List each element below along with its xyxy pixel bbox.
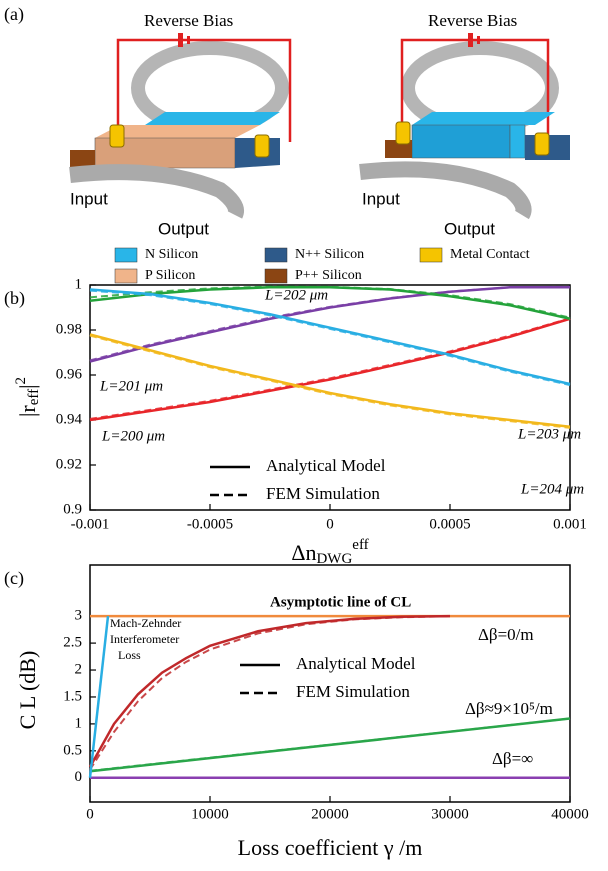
y-tick-label: 0.96 [56, 366, 83, 382]
panel-label: (a) [4, 4, 24, 25]
plot-frame [90, 285, 570, 510]
y-tick-label: 0 [75, 769, 83, 785]
y-axis-title: eff [26, 389, 42, 405]
curve-label: Δβ=0/m [478, 625, 534, 644]
y-tick-label: 0.94 [56, 411, 83, 427]
curve-label: L=203 μm [517, 426, 581, 442]
y-axis-title: 2 [13, 377, 29, 385]
curve-label: Δβ≈9×10⁵/m [465, 699, 553, 718]
x-axis-title: ΔnDWGeff [291, 537, 368, 567]
curve [90, 319, 570, 420]
curve-label: L=201 μm [99, 378, 163, 394]
x-tick-label: 10000 [191, 806, 229, 822]
curve-label: Asymptotic line of CL [270, 594, 411, 610]
contact [110, 125, 124, 147]
n-silicon [510, 125, 525, 158]
legend-swatch [265, 248, 287, 262]
legend-label: Metal Contact [450, 247, 530, 262]
legend-swatch [115, 269, 137, 283]
n-silicon [412, 125, 510, 158]
curve-label: L=202 μm [264, 287, 328, 303]
legend-label: N++ Silicon [295, 247, 364, 262]
y-tick-label: 0.9 [63, 501, 82, 517]
legend-swatch [115, 248, 137, 262]
curve-label: L=200 μm [101, 428, 165, 444]
x-tick-label: 0.001 [553, 516, 587, 532]
contact [535, 133, 549, 155]
battery [468, 33, 473, 47]
x-axis-title: Δn [291, 540, 316, 565]
battery [477, 36, 480, 44]
curve-label: Δβ=∞ [492, 749, 533, 768]
y-tick-label: 1 [75, 276, 83, 292]
legend-label: FEM Simulation [266, 484, 380, 503]
legend-label: FEM Simulation [296, 682, 410, 701]
y-axis-title: |reff|2 [13, 377, 42, 417]
x-tick-label: 30000 [431, 806, 469, 822]
x-tick-label: -0.001 [71, 516, 110, 532]
y-tick-label: 0.5 [63, 742, 82, 758]
x-tick-label: 0.0005 [429, 516, 470, 532]
y-axis-title: C L (dB) [15, 651, 40, 730]
x-axis-title: Loss coefficient γ /m [238, 835, 423, 860]
y-tick-label: 3 [75, 608, 83, 624]
x-tick-label: -0.0005 [187, 516, 233, 532]
contact [255, 135, 269, 157]
bias-label: Reverse Bias [428, 11, 517, 30]
x-tick-label: 40000 [551, 806, 589, 822]
contact [396, 122, 410, 144]
y-tick-label: 2.5 [63, 635, 82, 651]
bias-label: Reverse Bias [144, 11, 233, 30]
device-right: Reverse Bias Input Output [360, 11, 570, 239]
x-tick-label: 0 [86, 806, 94, 822]
panel-label: (c) [4, 568, 24, 589]
output-label: Output [158, 219, 209, 238]
curve-fem [90, 291, 570, 386]
x-axis-title: eff [352, 537, 368, 553]
curve-label: Loss [118, 648, 141, 662]
battery [178, 33, 183, 47]
panel-label: (b) [4, 288, 25, 309]
legend: N Silicon N++ Silicon Metal Contact P Silic… [115, 247, 530, 283]
y-tick-label: 1.5 [63, 688, 82, 704]
legend-label: Analytical Model [266, 456, 386, 475]
y-tick-label: 0.92 [56, 456, 82, 472]
y-tick-label: 2 [75, 661, 83, 677]
legend-label: P++ Silicon [295, 268, 362, 283]
curve-fem [90, 287, 570, 318]
input-label: Input [70, 189, 108, 208]
x-tick-label: 20000 [311, 806, 349, 822]
input-label: Input [362, 189, 400, 208]
curve-label: L=204 μm [520, 481, 584, 497]
n-silicon [145, 112, 280, 125]
device-left: Reverse Bias Input Output [70, 11, 290, 239]
curve-label: Interferometer [110, 632, 179, 646]
n-silicon [412, 112, 555, 125]
figure: (a) Reverse Bias Input Output Reverse Bi… [0, 0, 608, 871]
legend-label: P Silicon [145, 268, 195, 283]
y-tick-label: 0.98 [56, 321, 82, 337]
curve-label: Mach-Zehnder [110, 616, 181, 630]
legend-label: N Silicon [145, 247, 198, 262]
curve [90, 287, 570, 361]
legend-swatch [420, 248, 442, 262]
legend-label: Analytical Model [296, 654, 416, 673]
battery [187, 36, 190, 44]
output-label: Output [444, 219, 495, 238]
legend-swatch [265, 269, 287, 283]
y-tick-label: 1 [75, 715, 83, 731]
y-axis-title: |r [15, 405, 40, 417]
x-tick-label: 0 [326, 516, 334, 532]
